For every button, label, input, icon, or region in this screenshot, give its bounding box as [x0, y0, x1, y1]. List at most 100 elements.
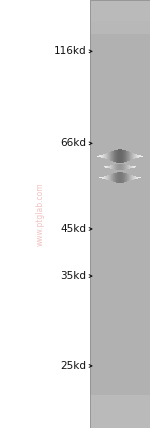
Bar: [132, 175, 133, 180]
Bar: [90, 275, 150, 277]
Bar: [90, 268, 150, 270]
Bar: [90, 20, 150, 21]
Bar: [90, 40, 150, 42]
Bar: [90, 23, 150, 24]
Bar: [122, 164, 123, 170]
Bar: [129, 175, 130, 181]
Bar: [90, 90, 150, 91]
Bar: [90, 342, 150, 344]
Bar: [90, 207, 150, 208]
Bar: [90, 278, 150, 279]
Bar: [90, 125, 150, 127]
Bar: [90, 215, 150, 217]
Bar: [90, 131, 150, 133]
Bar: [90, 218, 150, 220]
Bar: [137, 155, 138, 158]
Bar: [90, 415, 150, 416]
Bar: [90, 76, 150, 77]
Bar: [123, 150, 124, 163]
Bar: [90, 154, 150, 155]
Bar: [136, 166, 137, 167]
Bar: [114, 164, 115, 169]
Bar: [90, 29, 150, 30]
Bar: [90, 238, 150, 240]
Bar: [90, 14, 150, 16]
Bar: [90, 221, 150, 223]
Bar: [90, 292, 150, 294]
Bar: [90, 421, 150, 422]
Bar: [90, 127, 150, 128]
Bar: [128, 174, 129, 181]
Bar: [90, 227, 150, 228]
Bar: [90, 187, 150, 188]
Bar: [90, 381, 150, 382]
Bar: [114, 150, 115, 162]
Bar: [90, 408, 150, 410]
Bar: [90, 391, 150, 392]
Bar: [90, 67, 150, 68]
Bar: [140, 177, 141, 178]
Bar: [126, 165, 127, 169]
Bar: [90, 288, 150, 290]
Bar: [90, 166, 150, 167]
Bar: [90, 333, 150, 334]
Bar: [106, 166, 107, 168]
Bar: [90, 402, 150, 404]
Bar: [90, 34, 150, 36]
Bar: [136, 176, 137, 179]
Bar: [90, 245, 150, 247]
Bar: [90, 100, 150, 101]
Bar: [90, 354, 150, 355]
Bar: [90, 265, 150, 267]
Bar: [135, 166, 136, 167]
Bar: [90, 198, 150, 200]
Bar: [105, 166, 106, 167]
Text: 35kd: 35kd: [60, 271, 86, 281]
Bar: [105, 154, 106, 159]
Bar: [135, 176, 136, 179]
Bar: [90, 414, 150, 415]
Bar: [90, 253, 150, 254]
Bar: [90, 161, 150, 163]
Bar: [90, 201, 150, 202]
Bar: [90, 193, 150, 194]
Bar: [90, 234, 150, 235]
Bar: [129, 165, 130, 169]
Bar: [90, 418, 150, 419]
Bar: [90, 177, 150, 178]
Bar: [110, 165, 111, 169]
Bar: [113, 173, 114, 182]
Bar: [90, 228, 150, 230]
Bar: [90, 188, 150, 190]
Bar: [105, 176, 106, 179]
Bar: [107, 166, 108, 168]
Bar: [90, 250, 150, 251]
Bar: [120, 172, 121, 183]
Bar: [90, 325, 150, 327]
Bar: [90, 257, 150, 258]
Bar: [90, 81, 150, 83]
Text: 25kd: 25kd: [60, 361, 86, 371]
Bar: [90, 397, 150, 398]
Bar: [133, 153, 134, 159]
Bar: [113, 165, 114, 169]
Bar: [90, 327, 150, 328]
Bar: [90, 407, 150, 408]
Bar: [90, 273, 150, 274]
Bar: [90, 64, 150, 65]
Bar: [108, 175, 109, 180]
Bar: [90, 361, 150, 363]
Bar: [90, 84, 150, 86]
Bar: [90, 149, 150, 150]
Bar: [90, 378, 150, 380]
Bar: [122, 149, 123, 163]
Bar: [90, 0, 150, 428]
Bar: [90, 153, 150, 154]
Bar: [90, 101, 150, 103]
Bar: [90, 377, 150, 378]
Bar: [90, 262, 150, 264]
Bar: [90, 264, 150, 265]
Bar: [90, 210, 150, 211]
Bar: [107, 153, 108, 160]
Bar: [102, 166, 103, 167]
